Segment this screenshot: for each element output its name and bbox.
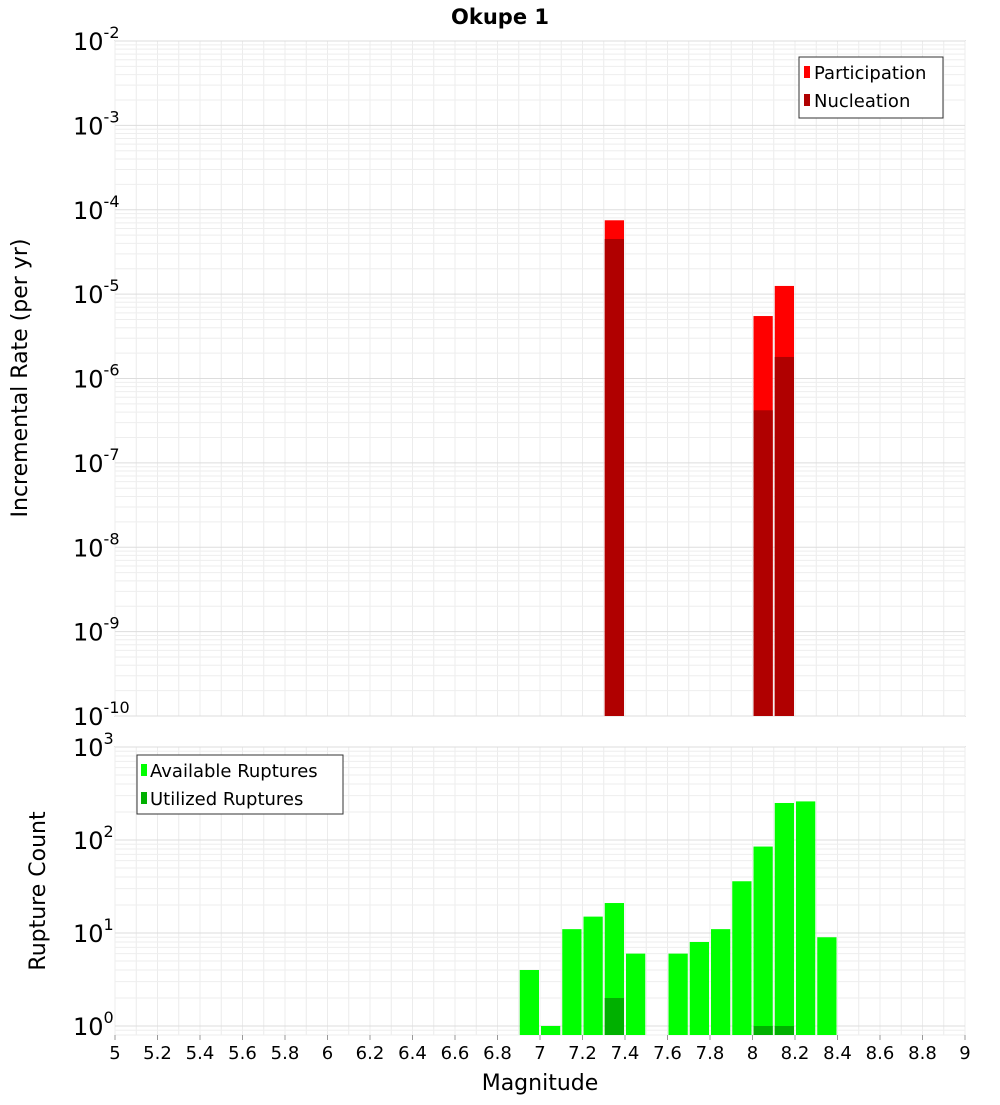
x-tick-label: 6.6 [441, 1043, 470, 1064]
x-tick-label: 8.6 [866, 1043, 895, 1064]
nucleation-legend-swatch [804, 94, 810, 106]
x-tick-label: 9 [959, 1043, 970, 1064]
x-axis-label: Magnitude [482, 1071, 599, 1096]
nucleation-bar [753, 410, 773, 716]
available-legend-label: Available Ruptures [150, 761, 318, 782]
available-bar [817, 937, 837, 1035]
participation-legend-label: Participation [814, 63, 926, 84]
rate-y-tick-label: 10-2 [73, 23, 120, 56]
rate-y-tick-label: 10-9 [73, 614, 120, 647]
available-bar [626, 953, 646, 1035]
nucleation-legend-label: Nucleation [814, 91, 910, 112]
available-bar [711, 929, 731, 1035]
count-bars [519, 801, 837, 1035]
rate-grid [114, 40, 966, 717]
count-panel: 103 102 101 100 Rupture Count Available Rup… [26, 729, 966, 1041]
available-bar [583, 916, 603, 1035]
rate-y-tick-label: 10-8 [73, 529, 120, 562]
participation-legend-swatch [804, 66, 810, 78]
rate-y-tick-label: 10-7 [73, 445, 120, 478]
x-tick-label: 5 [109, 1043, 120, 1064]
x-tick-label: 6.4 [398, 1043, 427, 1064]
x-tick-label: 6 [322, 1043, 333, 1064]
count-legend: Available Ruptures Utilized Ruptures [136, 754, 344, 815]
available-bar [541, 1025, 561, 1035]
count-y-tick-label: 101 [73, 915, 114, 948]
x-tick-label: 8.8 [908, 1043, 937, 1064]
available-bar [519, 969, 539, 1035]
available-bar [796, 801, 816, 1035]
utilized-legend-swatch [141, 792, 147, 804]
rate-legend: Participation Nucleation [798, 56, 944, 119]
available-legend-swatch [141, 764, 147, 776]
rate-y-axis-label: Incremental Rate (per yr) [8, 239, 33, 518]
utilized-legend-label: Utilized Ruptures [150, 789, 303, 810]
x-tick-label: 7.4 [611, 1043, 640, 1064]
available-bar [562, 929, 582, 1035]
available-bar [732, 881, 752, 1035]
x-tick-label: 5.4 [186, 1043, 215, 1064]
rate-y-tick-label: 10-5 [73, 276, 120, 309]
x-axis-ticks: 5 5.2 5.4 5.6 5.8 6 6.2 6.4 6.6 6.8 7 7.2 7.4 7.6 7.8 8… [109, 1035, 971, 1064]
x-tick-label: 8.2 [781, 1043, 810, 1064]
x-tick-label: 5.2 [143, 1043, 172, 1064]
available-bar [753, 846, 773, 1035]
nucleation-bar [604, 239, 624, 716]
utilized-bar [774, 1025, 794, 1035]
rate-bars [604, 220, 794, 717]
rate-panel: 10-2 10-3 10-4 10-5 10-6 10-7 10-8 10-9 10-10 In… [8, 23, 966, 731]
rate-y-ticks: 10-2 10-3 10-4 10-5 10-6 10-7 10-8 10-9 10-10 [73, 23, 130, 731]
rate-y-tick-label: 10-4 [73, 192, 120, 225]
count-y-axis-label: Rupture Count [26, 811, 51, 971]
count-y-ticks: 103 102 101 100 [73, 729, 114, 1041]
x-tick-label: 5.8 [271, 1043, 300, 1064]
rate-y-tick-label: 10-6 [73, 361, 120, 394]
rate-y-tick-label: 10-3 [73, 107, 120, 140]
x-tick-label: 8 [747, 1043, 758, 1064]
available-bar [689, 942, 709, 1035]
x-tick-label: 7.2 [568, 1043, 597, 1064]
rate-legend-box [798, 56, 944, 119]
utilized-bar [604, 997, 624, 1035]
x-tick-label: 5.6 [228, 1043, 257, 1064]
x-tick-label: 6.8 [483, 1043, 512, 1064]
x-tick-label: 7.8 [696, 1043, 725, 1064]
available-bar [668, 953, 688, 1035]
x-tick-label: 6.2 [356, 1043, 385, 1064]
count-y-tick-label: 102 [73, 822, 114, 855]
rate-y-tick-label: 10-10 [73, 698, 130, 731]
nucleation-bar [774, 356, 794, 716]
count-y-tick-label: 103 [73, 729, 114, 762]
chart-title: Okupe 1 [451, 5, 549, 29]
count-legend-box [136, 754, 344, 815]
available-bar [774, 802, 794, 1035]
utilized-bar [753, 1025, 773, 1035]
x-tick-label: 8.4 [823, 1043, 852, 1064]
x-tick-label: 7 [534, 1043, 545, 1064]
x-tick-label: 7.6 [653, 1043, 682, 1064]
count-y-tick-label: 100 [73, 1008, 114, 1041]
